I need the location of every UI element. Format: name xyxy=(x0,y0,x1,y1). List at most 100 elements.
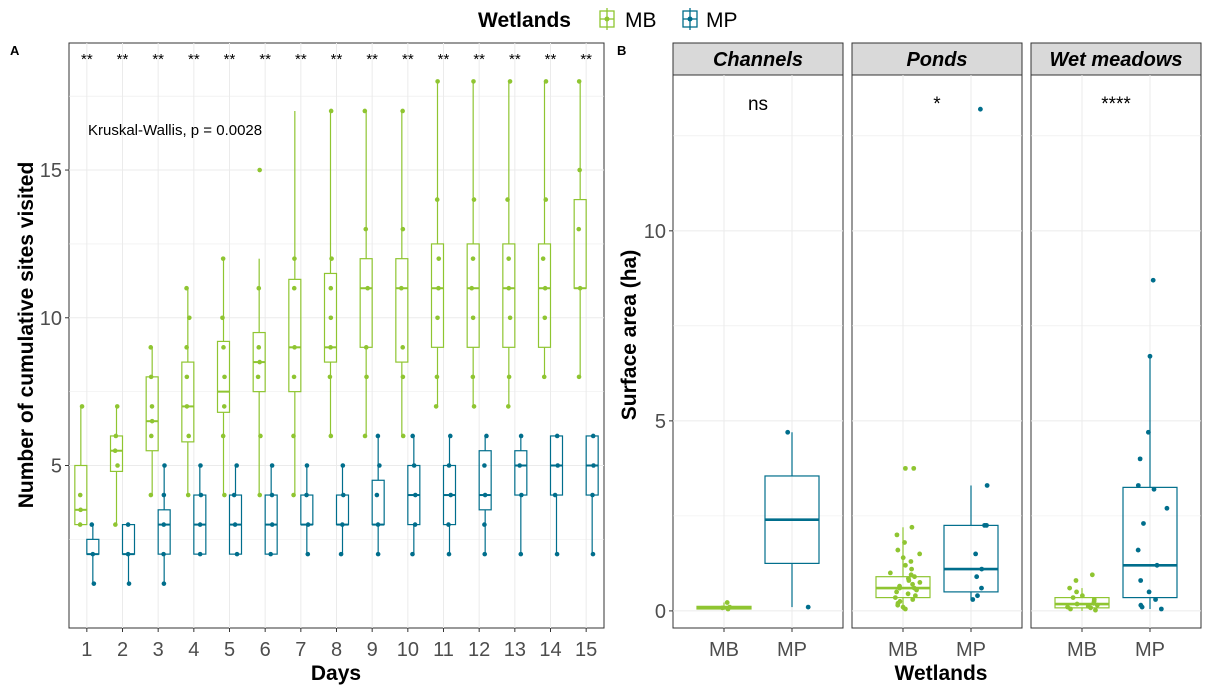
point-mb xyxy=(257,167,262,173)
point-mp xyxy=(975,593,980,599)
point-mb xyxy=(327,374,333,380)
point-mb xyxy=(363,226,369,232)
point-mb xyxy=(1094,602,1100,608)
point-mb xyxy=(221,404,227,409)
point-mb xyxy=(148,433,154,439)
x-tick-label: 4 xyxy=(188,639,199,661)
point-mp xyxy=(269,522,275,527)
point-mp xyxy=(269,492,275,498)
point-mb xyxy=(507,315,513,321)
point-mp xyxy=(1158,606,1164,612)
panel-b-facets: Channels ns Ponds * Wet meadows **** xyxy=(672,42,1202,629)
point-mb xyxy=(436,285,441,291)
point-mb xyxy=(400,433,406,439)
point-mb xyxy=(506,256,511,261)
point-mp xyxy=(1145,429,1151,435)
panel-a-tag: A xyxy=(10,43,20,58)
point-mp xyxy=(304,492,309,498)
point-mb xyxy=(328,345,333,350)
point-mb xyxy=(399,285,404,291)
significance-label: ** xyxy=(473,51,485,68)
point-mp xyxy=(590,492,595,498)
point-mb xyxy=(291,374,297,380)
point-mb xyxy=(435,315,440,321)
point-mb xyxy=(1085,603,1091,609)
point-mp xyxy=(1164,505,1170,511)
point-mp xyxy=(1135,547,1141,553)
point-mb xyxy=(185,492,191,498)
point-mb xyxy=(469,285,475,291)
point-mb xyxy=(911,465,917,471)
point-mb xyxy=(908,559,914,564)
point-mp xyxy=(554,433,560,439)
point-mb xyxy=(727,604,733,610)
point-mp xyxy=(555,463,561,468)
point-mb xyxy=(362,108,368,114)
facet-plot-area xyxy=(851,74,1023,629)
point-mb xyxy=(148,374,154,380)
point-mp xyxy=(447,433,453,439)
point-mb xyxy=(328,108,334,114)
box-mb-day14-box xyxy=(537,243,552,348)
point-mp xyxy=(375,522,381,527)
point-mb xyxy=(470,374,476,380)
point-mb xyxy=(434,197,440,202)
point-mb xyxy=(433,404,439,409)
point-mb xyxy=(222,374,227,380)
point-mb xyxy=(328,315,334,321)
facet-strip-label: Channels xyxy=(713,49,803,71)
point-mp xyxy=(1146,589,1152,595)
point-mb xyxy=(507,79,513,84)
x-tick-label: 2 xyxy=(117,639,128,661)
point-mp xyxy=(268,551,273,557)
legend-key-mp xyxy=(682,8,698,30)
point-mb xyxy=(291,285,297,291)
x-tick-label: 5 xyxy=(224,639,235,661)
point-mb xyxy=(149,418,155,424)
point-mb xyxy=(1073,578,1079,583)
point-mp xyxy=(305,522,311,527)
point-mb xyxy=(576,226,582,232)
point-mp xyxy=(519,492,524,498)
point-mp xyxy=(377,463,382,468)
point-mp xyxy=(374,492,380,498)
point-mb xyxy=(328,433,334,439)
point-mb xyxy=(909,524,915,530)
point-mb xyxy=(184,374,190,380)
y-tick-label: 0 xyxy=(655,601,666,623)
x-tick-label: MB xyxy=(709,639,739,661)
point-mb xyxy=(719,605,725,611)
significance-label: ** xyxy=(224,51,236,68)
box-mb-day10-box xyxy=(395,258,409,363)
point-mb xyxy=(222,492,227,498)
x-tick-label: 1 xyxy=(81,639,92,661)
point-mb xyxy=(256,345,262,350)
point-mb xyxy=(895,547,901,553)
point-mb xyxy=(400,345,406,350)
point-mp xyxy=(231,492,237,498)
point-mb xyxy=(1093,607,1098,613)
point-mp xyxy=(984,483,990,488)
point-mp xyxy=(1141,521,1146,526)
significance-label: ** xyxy=(545,51,557,68)
point-mp xyxy=(234,551,240,557)
point-mb xyxy=(505,404,511,409)
point-mb xyxy=(149,404,155,409)
point-mb xyxy=(184,404,190,409)
point-mb xyxy=(436,256,442,261)
box-mb-day4-box xyxy=(181,361,195,443)
facet-strip-label: Ponds xyxy=(906,49,967,71)
point-mb xyxy=(112,448,118,454)
point-mb xyxy=(902,540,907,545)
point-mp xyxy=(785,429,791,435)
point-mb xyxy=(365,285,370,291)
point-mp xyxy=(518,551,524,557)
point-mp xyxy=(973,551,979,557)
facet-plot-area xyxy=(672,74,844,629)
x-tick-label: 13 xyxy=(504,639,526,661)
significance-label: * xyxy=(933,94,941,115)
point-mp xyxy=(591,463,596,468)
panel-b-tag: B xyxy=(617,43,626,58)
point-mp xyxy=(375,551,381,557)
